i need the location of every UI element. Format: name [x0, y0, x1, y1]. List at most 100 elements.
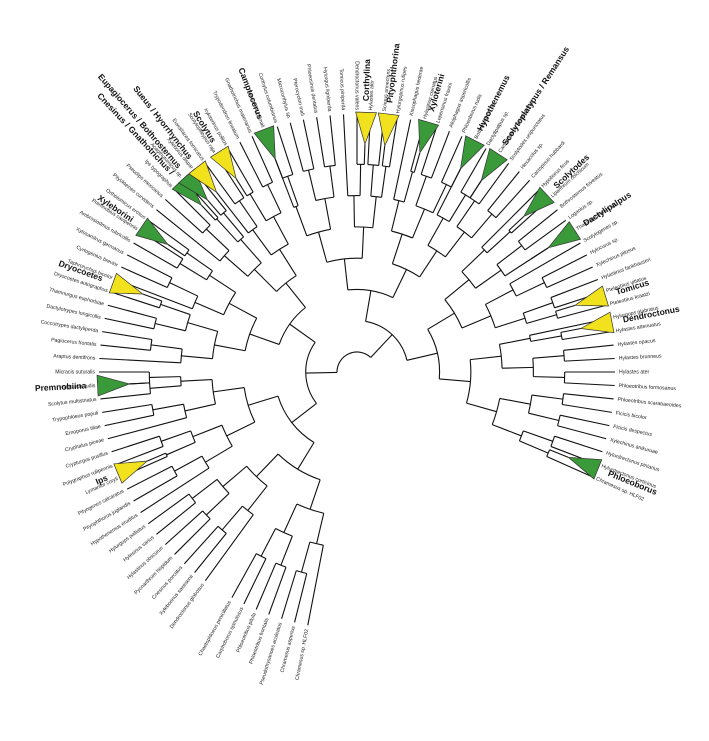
- tree-branch-stem: [280, 249, 297, 275]
- tip-label: Ficicis despectus: [613, 424, 653, 438]
- tree-branch-terminal: [317, 117, 325, 167]
- tree-branch-stem: [248, 396, 278, 405]
- clade-label: Cnesinus / Gnathotrichus /: [95, 91, 177, 177]
- tree-branch-arc: [271, 244, 288, 255]
- tree-branch-arc: [411, 171, 414, 172]
- tree-branch-arc: [220, 251, 229, 261]
- tree-branch-terminal: [558, 305, 607, 318]
- tree-branch-terminal: [105, 318, 154, 328]
- tree-branch-stem: [382, 166, 386, 197]
- tree-branch-stem: [533, 377, 564, 378]
- tree-branch-arc: [202, 456, 209, 468]
- tip-label: Hylastes brunneus: [619, 353, 663, 361]
- tree-branch-terminal: [564, 359, 614, 362]
- tree-branch-terminal: [232, 554, 256, 598]
- tree-branch-arc: [294, 206, 298, 208]
- tree-branch-stem: [209, 275, 235, 292]
- tree-branch-arc: [564, 350, 565, 361]
- tree-branch-terminal: [143, 294, 162, 301]
- tree-branch-stem: [532, 395, 563, 399]
- tree-branch-arc: [382, 166, 389, 167]
- tip-label: Scolytus multistriatus: [48, 397, 97, 408]
- tree-branch-arc: [533, 358, 534, 376]
- tree-branch-stem: [531, 336, 562, 341]
- tree-branch-stem: [192, 479, 217, 498]
- collapsed-clade-triangle: [419, 119, 439, 152]
- tip-label: Pterocyclon mali: [291, 78, 305, 116]
- tree-branch-stem: [523, 431, 552, 441]
- tree-branch-stem: [492, 425, 521, 436]
- tree-branch-terminal: [148, 494, 189, 524]
- tree-branch-stem: [462, 250, 485, 272]
- tree-branch-stem: [223, 466, 247, 486]
- tree-branch-stem: [248, 486, 267, 511]
- tree-branch-terminal: [382, 146, 384, 166]
- tree-branch-arc: [307, 229, 331, 236]
- tree-branch-stem: [174, 456, 201, 471]
- tip-label: Hylastes attenuatus: [615, 321, 661, 334]
- tree-branch-stem: [495, 318, 525, 328]
- tree-branch-stem: [217, 219, 238, 242]
- tree-branch-stem: [439, 379, 470, 382]
- tree-branch-stem: [214, 345, 245, 351]
- tree-branch-arc: [263, 182, 273, 187]
- tree-branch-terminal: [100, 345, 150, 350]
- tip-label: Dendroctonus globosus: [169, 582, 206, 630]
- tree-branch-terminal: [561, 329, 581, 333]
- tree-branch-terminal: [205, 515, 253, 581]
- tree-root-arc: [337, 352, 371, 372]
- tree-branch-stem: [181, 356, 212, 359]
- tree-branch-stem: [344, 259, 347, 290]
- tree-branch-stem: [296, 207, 307, 236]
- tree-branch-arc: [488, 211, 496, 218]
- tree-branch-terminal: [482, 190, 540, 248]
- tree-branch-arc: [542, 278, 547, 288]
- tree-branch-terminal: [531, 248, 548, 259]
- tree-branch-terminal: [165, 199, 202, 233]
- tree-branch-stem: [502, 367, 533, 368]
- tree-branch-stem: [181, 380, 212, 382]
- tree-branch-stem: [239, 201, 257, 227]
- tree-branch-stem: [500, 398, 531, 404]
- tree-branch-stem: [533, 356, 564, 358]
- tree-branch-stem: [180, 263, 207, 279]
- tree-branch-stem: [195, 302, 224, 314]
- tree-branch-terminal: [282, 571, 297, 619]
- tree-branch-stem: [284, 504, 297, 532]
- tree-branch-arc: [189, 494, 196, 503]
- tree-branch-stem: [519, 441, 548, 453]
- tree-branch-arc: [247, 192, 253, 196]
- tree-branch-stem: [229, 303, 257, 318]
- tree-branch-terminal: [127, 255, 172, 278]
- tree-branch-stem: [476, 270, 502, 288]
- tree-branch-stem: [185, 404, 216, 411]
- tip-label: Chramesus asperius: [280, 625, 297, 673]
- tree-branch-stem: [319, 232, 327, 262]
- tree-branch-stem: [392, 234, 402, 264]
- tip-label: Hylurgus ligniperda: [322, 67, 333, 112]
- tree-branch-arc: [172, 466, 177, 476]
- tree-branch-arc: [462, 272, 476, 289]
- tree-branch-stem: [155, 324, 185, 331]
- tip-label: Tomicus piniperda: [338, 68, 346, 110]
- tree-branch-arc: [416, 206, 433, 213]
- tree-branch-terminal: [562, 404, 612, 412]
- tree-branch-arc: [191, 431, 196, 442]
- tip-label: Phloeotribus formosanus: [618, 383, 676, 392]
- tree-branch-stem: [290, 324, 315, 342]
- tree-branch-stem: [325, 199, 331, 230]
- tree-branch-stem: [393, 269, 407, 297]
- tree-branch-terminal: [147, 453, 166, 461]
- tree-branch-arc: [207, 271, 213, 280]
- tip-label: Dactylotrypes longicollis: [46, 303, 102, 320]
- tree-branch-terminal: [542, 255, 587, 278]
- tree-branch-terminal: [344, 114, 348, 195]
- tree-branch-terminal: [562, 332, 612, 340]
- tree-branch-arc: [167, 278, 172, 288]
- tip-label: Cryphalus piceae: [65, 437, 105, 453]
- tree-branch-stem: [261, 528, 275, 556]
- tree-branch-stem: [288, 176, 298, 205]
- tree-branch-stem: [206, 229, 229, 251]
- tree-branch-stem: [193, 425, 222, 436]
